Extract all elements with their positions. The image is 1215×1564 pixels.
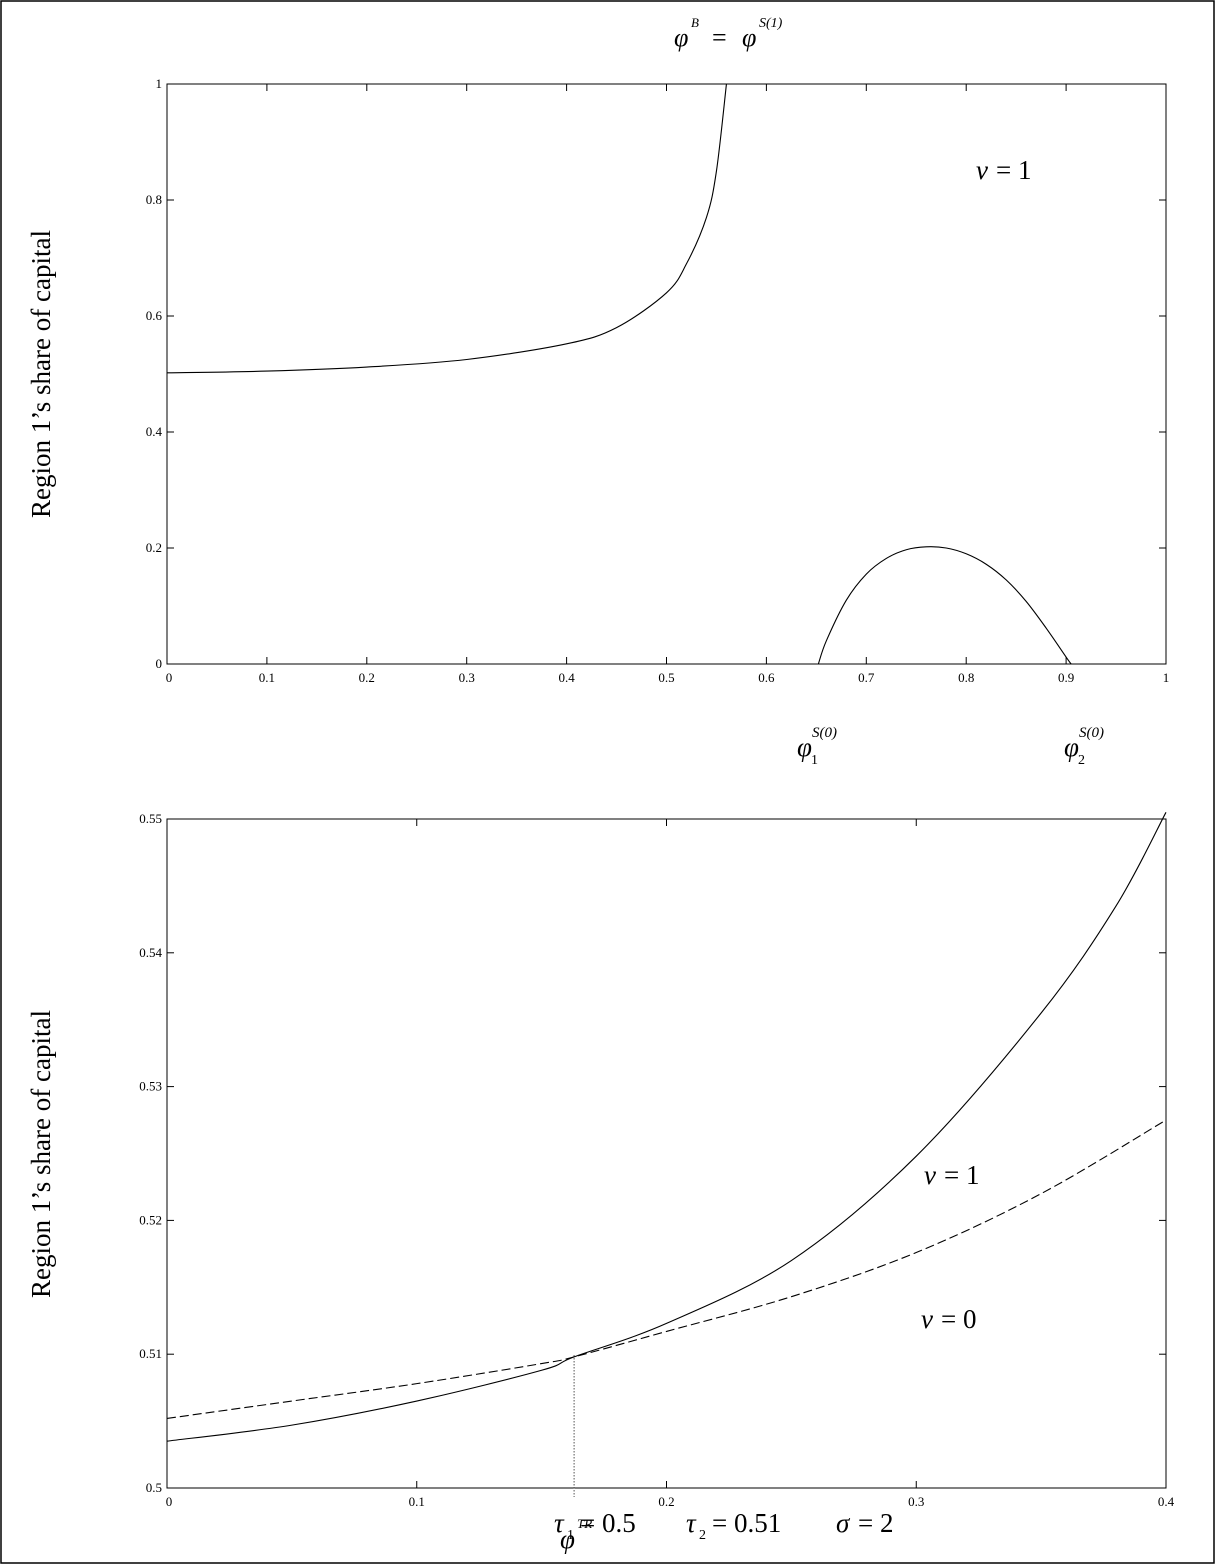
top-x-tick-label: 0.7 — [858, 670, 875, 685]
top-x-tick-label: 0.8 — [958, 670, 974, 685]
caption-sigma-symbol: σ — [836, 1508, 851, 1538]
caption-tau1-value: = 0.5 — [580, 1508, 636, 1538]
caption-tau1-sub: 1 — [567, 1528, 574, 1543]
caption-tau2-symbol: τ — [686, 1508, 697, 1538]
top-chart-panel: 0 0.1 0.2 0.3 0.4 0.5 0.6 0.7 0.8 0.9 1 0 0.2 0.4 0.6 0… — [26, 15, 1169, 768]
bottom-y-tick-label: 0.53 — [139, 1079, 162, 1094]
bottom-x-tick-label: 0.2 — [658, 1494, 674, 1509]
top-series-0-line — [166, 83, 727, 374]
bottom-series-group — [166, 812, 1167, 1442]
bottom-nu1-label: ν = 1 — [924, 1160, 979, 1190]
phi-tr-sup: TR — [577, 1516, 592, 1531]
phi-tr-label: φ TR — [560, 1516, 592, 1554]
bottom-y-axis-label: Region 1’s share of capital — [26, 1010, 56, 1298]
bottom-series-0-line — [166, 812, 1167, 1442]
bottom-x-tick-label: 0.4 — [1158, 1494, 1175, 1509]
top-x-tick-label: 0.5 — [658, 670, 674, 685]
top-x-tick-label: 0.2 — [359, 670, 375, 685]
bottom-series-1-line — [166, 1119, 1167, 1419]
top-title-phi-b: φ — [674, 23, 688, 52]
top-title-sup-b: B — [691, 15, 699, 30]
top-title-sup-s1: S(1) — [759, 16, 783, 31]
top-y-tick-label: 0 — [156, 656, 163, 671]
phi1-s0-sup: S(0) — [812, 725, 837, 741]
top-y-axis-label: Region 1’s share of capital — [26, 230, 56, 518]
top-x-tick-label: 1 — [1163, 670, 1170, 685]
phi2-s0-sub: 2 — [1078, 753, 1085, 768]
top-y-tick-label: 0.6 — [146, 308, 163, 323]
bottom-x-tick-label: 0 — [166, 1494, 173, 1509]
bottom-nu1-symbol: ν — [924, 1160, 936, 1190]
top-nu-label: ν = 1 — [976, 155, 1031, 185]
parameter-caption: τ 1 = 0.5 τ 2 = 0.51 σ = 2 — [554, 1508, 893, 1543]
top-title-equation: φ B = φ S(1) — [674, 15, 783, 52]
bottom-axis-ticks: 0 0.1 0.2 0.3 0.4 0.5 0.51 0.52 0.53 0.54 0.55 — [139, 811, 1174, 1509]
phi2-s0-base: φ — [1064, 732, 1079, 762]
phi2-s0-sup: S(0) — [1079, 725, 1104, 741]
caption-tau2-sub: 2 — [699, 1528, 706, 1543]
bottom-nu1-value: = 1 — [944, 1160, 979, 1190]
top-x-tick-label: 0.4 — [558, 670, 575, 685]
bottom-y-tick-label: 0.5 — [146, 1480, 162, 1495]
bottom-y-tick-label: 0.55 — [139, 811, 162, 826]
caption-tau1-symbol: τ — [554, 1508, 565, 1538]
caption-tau2-value: = 0.51 — [712, 1508, 781, 1538]
bottom-nu0-symbol: ν — [921, 1304, 933, 1334]
bottom-x-tick-label: 0.1 — [409, 1494, 425, 1509]
top-x-tick-label: 0.3 — [459, 670, 475, 685]
bottom-nu0-label: ν = 0 — [921, 1304, 976, 1334]
bottom-y-tick-label: 0.51 — [139, 1346, 162, 1361]
bottom-chart-panel: 0 0.1 0.2 0.3 0.4 0.5 0.51 0.52 0.53 0.54 0.55 Reg… — [26, 811, 1175, 1554]
top-x-tick-label: 0 — [166, 670, 173, 685]
caption-sigma-value: = 2 — [858, 1508, 893, 1538]
top-x-tick-label: 0.9 — [1058, 670, 1074, 685]
top-y-tick-label: 0.8 — [146, 192, 162, 207]
top-title-phi-s1: φ — [742, 23, 756, 52]
top-nu-value: = 1 — [996, 155, 1031, 185]
phi1-s0-sub: 1 — [811, 753, 818, 768]
top-x-tick-label: 0.6 — [758, 670, 775, 685]
phi2-s0-label: φ 2 S(0) — [1064, 725, 1104, 768]
phi1-s0-base: φ — [797, 732, 812, 762]
top-y-tick-label: 0.4 — [146, 424, 163, 439]
top-axis-ticks: 0 0.1 0.2 0.3 0.4 0.5 0.6 0.7 0.8 0.9 1 0 0.2 0.4 0.6 0… — [146, 76, 1170, 685]
top-nu-symbol: ν — [976, 155, 988, 185]
top-x-tick-label: 0.1 — [259, 670, 275, 685]
bottom-x-tick-label: 0.3 — [908, 1494, 924, 1509]
phi-tr-base: φ — [560, 1524, 575, 1554]
top-series-1-line — [817, 546, 1072, 665]
phi1-s0-label: φ 1 S(0) — [797, 725, 837, 768]
bottom-y-tick-label: 0.54 — [139, 945, 162, 960]
top-y-tick-label: 1 — [156, 76, 163, 91]
top-title-equals: = — [712, 23, 727, 52]
bottom-y-tick-label: 0.52 — [139, 1212, 162, 1227]
top-y-tick-label: 0.2 — [146, 540, 162, 555]
bottom-nu0-value: = 0 — [941, 1304, 976, 1334]
top-series-group — [166, 83, 1072, 665]
